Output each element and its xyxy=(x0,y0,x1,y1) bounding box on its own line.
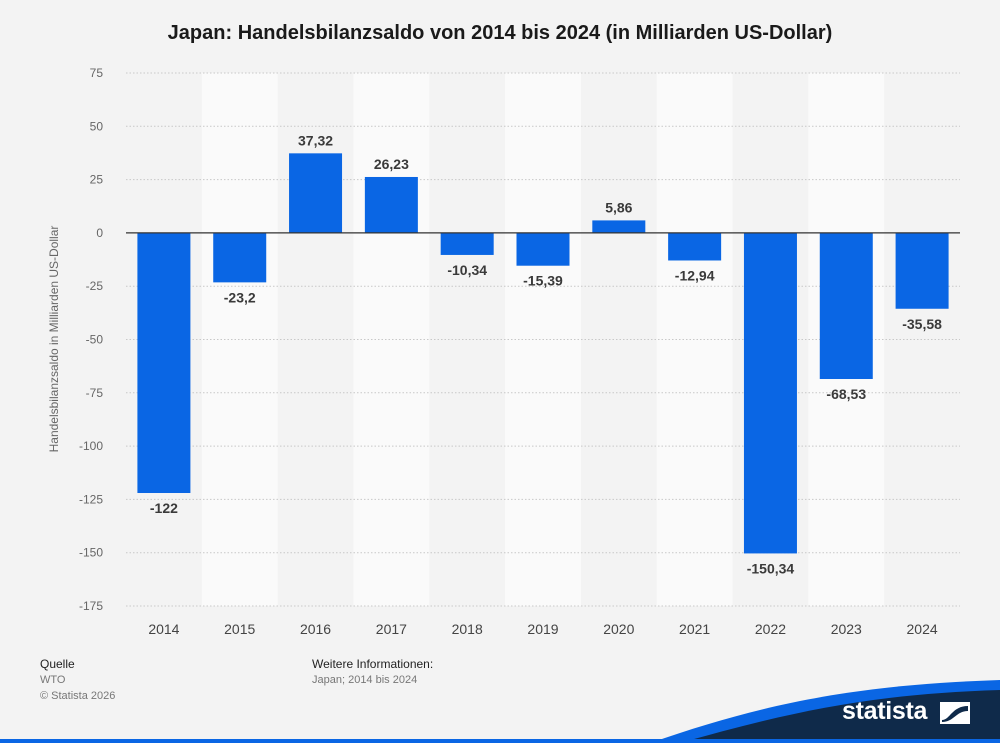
x-tick-label: 2024 xyxy=(907,621,938,637)
data-label-2024: -35,58 xyxy=(902,316,942,332)
y-tick-label: -175 xyxy=(79,599,103,613)
x-tick-label: 2023 xyxy=(831,621,862,637)
data-label-2020: 5,86 xyxy=(605,199,632,215)
data-label-2017: 26,23 xyxy=(374,156,409,172)
bar-2014[interactable] xyxy=(137,232,191,494)
bar-2022[interactable] xyxy=(743,232,797,554)
grid-lines xyxy=(126,72,960,607)
bar-2023[interactable] xyxy=(819,232,873,380)
y-tick-label: 25 xyxy=(90,173,104,187)
bar-2017[interactable] xyxy=(364,176,418,233)
data-label-2023: -68,53 xyxy=(826,386,866,402)
data-label-2016: 37,32 xyxy=(298,132,333,148)
x-tick-label: 2015 xyxy=(224,621,255,637)
source-block: Quelle WTO © Statista 2026 xyxy=(40,656,115,704)
x-tick-label: 2020 xyxy=(603,621,634,637)
source-heading: Quelle xyxy=(40,657,75,671)
x-tick-label: 2019 xyxy=(527,621,558,637)
bar-2020[interactable] xyxy=(592,220,646,233)
y-tick-label: -25 xyxy=(86,279,104,293)
bar-2016[interactable] xyxy=(289,153,343,233)
info-block: Weitere Informationen: Japan; 2014 bis 2… xyxy=(312,656,433,688)
y-tick-label: 50 xyxy=(90,119,104,133)
y-axis-ticks: 75 50 25 0 -25 -50 -75 -100 -125 -150 -175 xyxy=(79,66,103,613)
x-tick-label: 2021 xyxy=(679,621,710,637)
info-text: Japan; 2014 bis 2024 xyxy=(312,674,418,686)
statista-logo-icon xyxy=(940,702,970,724)
data-label-2018: -10,34 xyxy=(447,262,487,278)
y-tick-label: -75 xyxy=(86,386,104,400)
statista-logo-text[interactable]: statista xyxy=(842,697,928,725)
y-tick-label: -50 xyxy=(86,333,104,347)
x-tick-label: 2018 xyxy=(452,621,483,637)
source-link[interactable]: WTO xyxy=(40,674,66,686)
bar-2015[interactable] xyxy=(213,232,267,283)
bar-2018[interactable] xyxy=(440,232,494,255)
copyright: © Statista 2026 xyxy=(40,690,116,702)
data-label-2014: -122 xyxy=(150,500,178,516)
bar-2024[interactable] xyxy=(895,232,949,309)
bars xyxy=(137,153,949,554)
bar-chart: 75 50 25 0 -25 -50 -75 -100 -125 -150 -175 -122 -23… xyxy=(47,66,960,637)
bar-2021[interactable] xyxy=(668,232,722,261)
y-tick-label: -100 xyxy=(79,439,103,453)
bar-2019[interactable] xyxy=(516,232,570,266)
x-tick-label: 2014 xyxy=(148,621,179,637)
data-labels: -122 -23,2 37,32 26,23 -10,34 -15,39 5,86 -12,9… xyxy=(150,132,942,576)
y-axis-label: Handelsbilanzsaldo in Milliarden US-Doll… xyxy=(47,226,61,453)
x-tick-label: 2017 xyxy=(376,621,407,637)
data-label-2015: -23,2 xyxy=(224,289,256,305)
data-label-2022: -150,34 xyxy=(747,560,795,576)
y-tick-label: -150 xyxy=(79,546,103,560)
y-tick-label: -125 xyxy=(79,492,103,506)
data-label-2019: -15,39 xyxy=(523,273,563,289)
y-tick-label: 0 xyxy=(96,226,103,240)
x-tick-label: 2022 xyxy=(755,621,786,637)
info-heading: Weitere Informationen: xyxy=(312,657,434,671)
chart-title: Japan: Handelsbilanzsaldo von 2014 bis 2… xyxy=(167,22,833,44)
y-tick-label: 75 xyxy=(90,66,104,80)
x-tick-label: 2016 xyxy=(300,621,331,637)
x-axis-ticks: 2014 2015 2016 2017 2018 2019 2020 2021 2022 2023… xyxy=(148,621,938,637)
data-label-2021: -12,94 xyxy=(675,267,715,283)
